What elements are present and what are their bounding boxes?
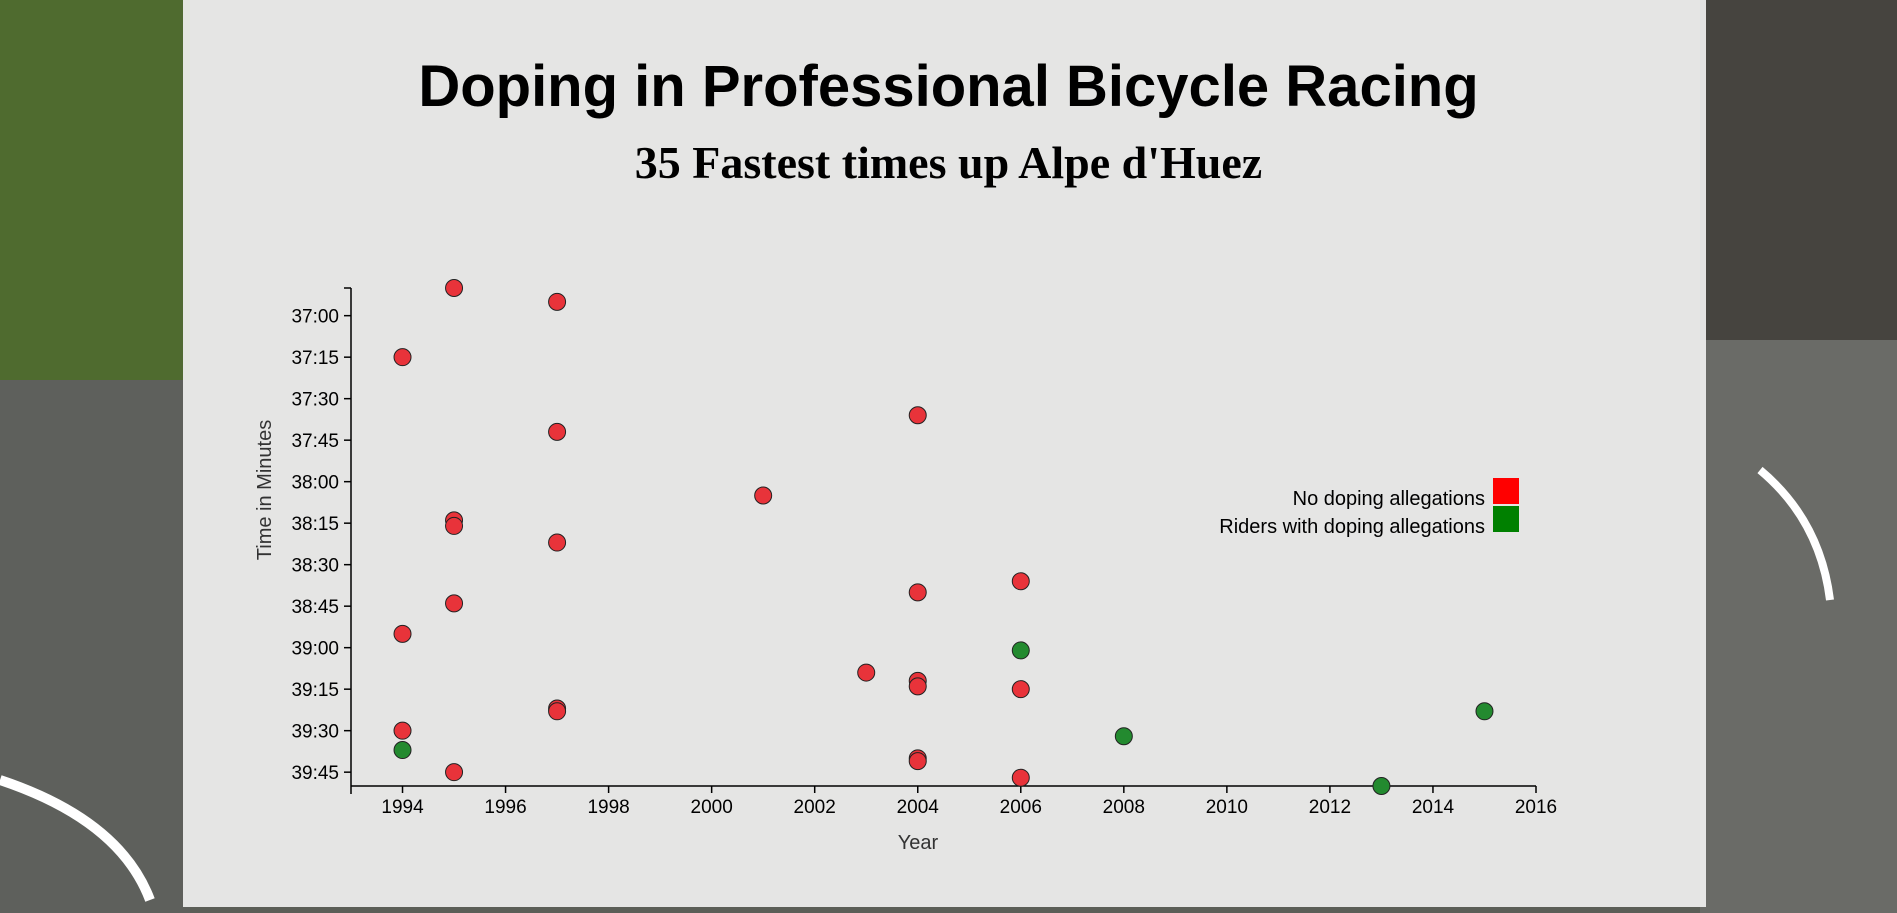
dot-doping[interactable] [754, 486, 773, 505]
y-tick: 39:15 [291, 680, 351, 701]
x-axis: 1994 1996 1998 2000 2002 2004 2006 2008 2010 2012… [350, 785, 1557, 818]
y-tick: 38:45 [291, 597, 351, 618]
x-tick-label: 2014 [1412, 797, 1455, 818]
legend-label: Riders with doping allegations [1219, 516, 1485, 538]
x-tick-label: 2010 [1206, 797, 1248, 818]
chart-panel [183, 0, 1706, 907]
x-tick: 2000 [691, 786, 733, 818]
x-tick: 2008 [1103, 786, 1145, 818]
dot-doping[interactable] [1011, 768, 1030, 787]
dot-doping[interactable] [908, 583, 927, 602]
y-axis: 37:00 37:15 37:30 37:45 38:00 38:15 38:30 38:45… [291, 287, 352, 786]
dot-doping[interactable] [1011, 680, 1030, 699]
x-tick: 2010 [1206, 786, 1248, 818]
y-tick: 39:45 [291, 763, 351, 784]
x-tick-label: 2012 [1309, 797, 1351, 818]
x-tick-label: 1996 [484, 797, 526, 818]
legend-swatch [1493, 478, 1519, 504]
data-points [393, 279, 1494, 795]
dot-doping[interactable] [393, 348, 412, 367]
y-tick-label: 38:00 [291, 473, 339, 494]
x-tick: 2016 [1515, 786, 1557, 818]
dot-doping[interactable] [908, 677, 927, 696]
x-tick: 2012 [1309, 786, 1351, 818]
dot-doping[interactable] [445, 279, 464, 297]
x-tick-label: 2016 [1515, 797, 1557, 818]
dot-no-doping[interactable] [1114, 727, 1133, 746]
y-tick-label: 37:00 [291, 307, 339, 328]
x-tick-label: 2004 [897, 797, 940, 818]
legend: No doping allegations Riders with doping … [1219, 478, 1519, 538]
y-tick: 37:15 [291, 348, 351, 369]
y-tick-label: 37:15 [291, 348, 339, 369]
x-tick-label: 1998 [587, 797, 629, 818]
y-tick-label: 37:45 [291, 431, 339, 452]
y-axis-label: Time in Minutes [254, 420, 276, 560]
dot-doping[interactable] [445, 763, 464, 782]
legend-item: Riders with doping allegations [1219, 506, 1519, 538]
dot-doping[interactable] [548, 292, 567, 311]
y-tick-label: 39:00 [291, 639, 339, 660]
dot-doping[interactable] [548, 702, 567, 721]
y-tick: 39:30 [291, 722, 351, 743]
chart-subtitle: 35 Fastest times up Alpe d'Huez [634, 137, 1263, 188]
y-tick: 39:00 [291, 639, 351, 660]
x-tick: 1998 [587, 786, 630, 818]
y-tick-label: 38:30 [291, 556, 339, 577]
x-tick-label: 2008 [1103, 797, 1145, 818]
dot-doping[interactable] [393, 721, 412, 740]
x-tick: 2014 [1412, 786, 1455, 818]
dot-doping[interactable] [1011, 572, 1030, 591]
dot-doping[interactable] [908, 406, 927, 425]
x-tick: 1996 [484, 786, 527, 818]
chart-title: Doping in Professional Bicycle Racing [418, 54, 1479, 119]
dot-doping[interactable] [445, 594, 464, 613]
legend-swatch [1493, 506, 1519, 532]
x-tick: 1994 [381, 786, 424, 818]
dot-no-doping[interactable] [1475, 702, 1494, 721]
y-tick: 37:00 [291, 307, 351, 328]
dot-no-doping[interactable] [1011, 641, 1030, 660]
x-tick: 2006 [1000, 786, 1042, 818]
x-tick-label: 2006 [1000, 797, 1042, 818]
x-tick-label: 2000 [691, 797, 733, 818]
dot-doping[interactable] [393, 624, 412, 643]
x-tick: 2004 [897, 786, 940, 818]
y-tick-label: 39:15 [291, 680, 339, 701]
dot-doping[interactable] [908, 752, 927, 771]
y-tick-label: 37:30 [291, 390, 339, 411]
y-tick: 38:15 [291, 514, 351, 535]
dot-no-doping[interactable] [1372, 777, 1391, 795]
x-tick-label: 1994 [381, 797, 424, 818]
dot-doping[interactable] [548, 533, 567, 552]
legend-label: No doping allegations [1293, 488, 1485, 510]
dot-no-doping[interactable] [393, 741, 412, 760]
y-tick: 37:45 [291, 431, 351, 452]
x-tick: 2002 [794, 786, 836, 818]
y-tick-label: 38:45 [291, 597, 339, 618]
dot-doping[interactable] [445, 516, 464, 535]
legend-item: No doping allegations [1293, 478, 1519, 510]
dot-doping[interactable] [857, 663, 876, 682]
y-tick: 38:30 [291, 556, 351, 577]
y-tick-label: 39:30 [291, 722, 339, 743]
dot-doping[interactable] [548, 422, 567, 441]
y-tick: 37:30 [291, 390, 351, 411]
x-tick-label: 2002 [794, 797, 836, 818]
x-axis-label: Year [898, 832, 939, 854]
y-tick-label: 39:45 [291, 763, 339, 784]
y-tick: 38:00 [291, 473, 351, 494]
y-tick-label: 38:15 [291, 514, 339, 535]
